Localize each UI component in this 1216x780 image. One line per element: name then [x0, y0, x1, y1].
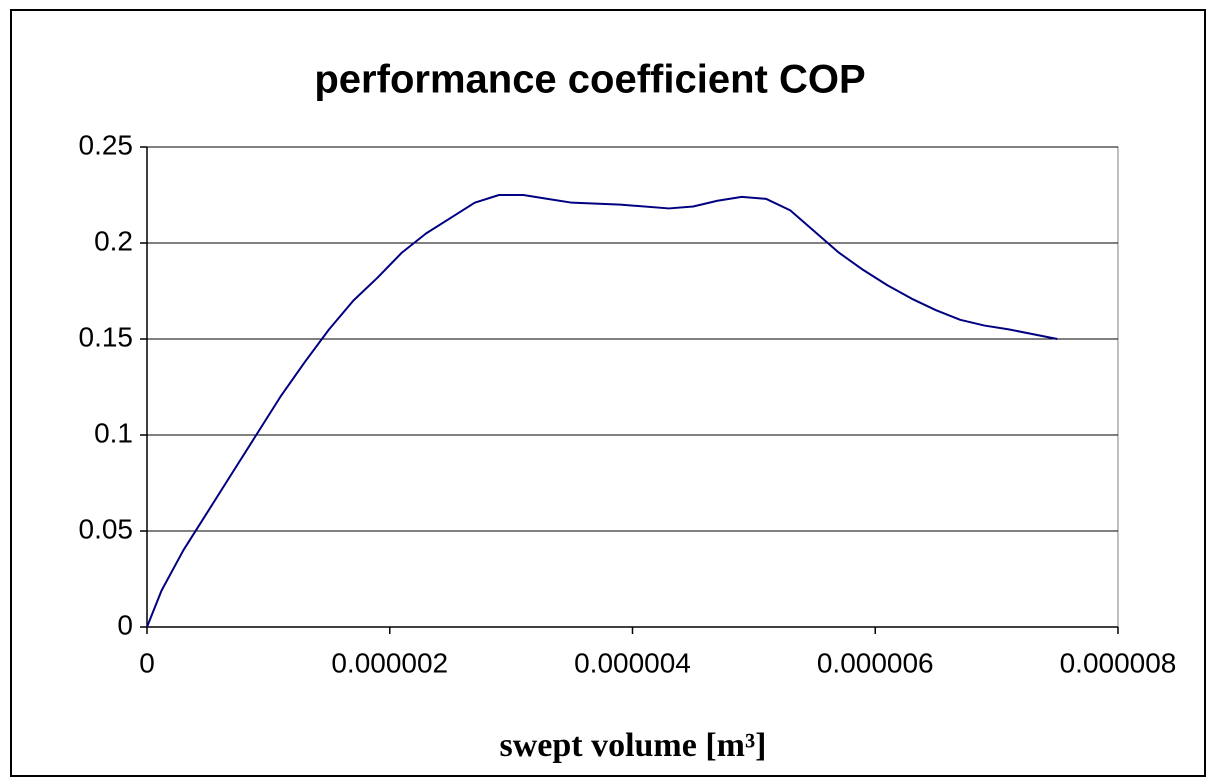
y-tick-label: 0.05 — [79, 513, 134, 544]
x-tick-label: 0.000008 — [1060, 647, 1177, 678]
y-tick-label: 0.1 — [94, 417, 133, 448]
x-axis-label: swept volume [m³] — [499, 727, 766, 764]
y-tick-label: 0.25 — [79, 129, 134, 160]
x-tick-label: 0.000004 — [574, 647, 691, 678]
y-tick-label: 0 — [117, 609, 133, 640]
chart-title: performance coefficient COP — [314, 58, 865, 102]
chart-border — [10, 9, 1206, 777]
y-tick-label: 0.15 — [79, 321, 134, 352]
x-tick-label: 0 — [139, 647, 155, 678]
x-tick-label: 0.000006 — [817, 647, 934, 678]
y-tick-label: 0.2 — [94, 225, 133, 256]
x-tick-label: 0.000002 — [331, 647, 448, 678]
line-series — [146, 194, 1058, 628]
